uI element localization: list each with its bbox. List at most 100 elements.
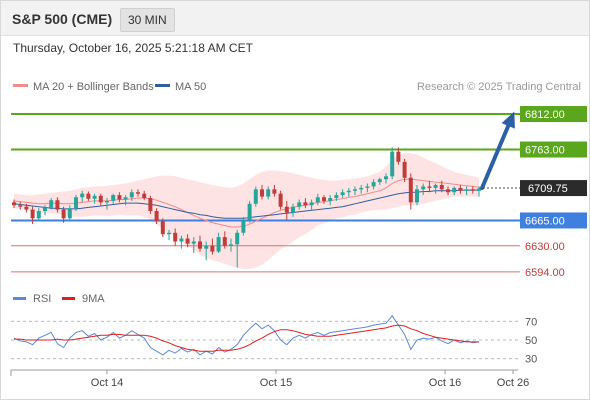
current-price-tag (520, 180, 587, 197)
candle-body (111, 195, 116, 201)
ma20-line (13, 178, 480, 228)
candle-body (328, 198, 333, 201)
level-label-6630.00: 6630.00 (525, 241, 565, 253)
candle-body (80, 193, 85, 198)
candle-body (278, 193, 283, 207)
candle-body (142, 193, 147, 199)
candle-body (210, 245, 215, 252)
candle-body (396, 151, 401, 162)
credit-label: Research © 2025 Trading Central (417, 81, 581, 93)
ma50-legend-swatch (155, 84, 170, 87)
candle-body (49, 200, 54, 208)
candle-body (222, 237, 227, 246)
candle-body (136, 192, 140, 194)
rsi-tick-30: 30 (525, 354, 537, 366)
candle-body (315, 197, 320, 203)
candle-body (427, 186, 432, 188)
candle-body (30, 209, 35, 219)
rsi-ma9-line (14, 324, 479, 352)
candle-body (260, 189, 264, 197)
candle-body (216, 237, 221, 252)
rsi-tick-70: 70 (525, 316, 537, 328)
candle-body (160, 221, 165, 235)
candle-body (123, 197, 128, 200)
candle-body (458, 187, 463, 191)
x-tick-label: Oct 15 (260, 377, 292, 389)
candle-body (433, 184, 438, 188)
bollinger-band (14, 153, 479, 269)
candle-body (446, 189, 450, 193)
target-arrow (480, 115, 514, 191)
rsi-legend-label: RSI (33, 293, 51, 305)
candle-body (24, 206, 29, 210)
candle-body (55, 200, 60, 210)
candle-body (36, 211, 41, 219)
candle-body (129, 192, 134, 198)
candle-body (105, 200, 109, 203)
header-bar: S&P 500 (CME) 30 MIN (1, 1, 589, 36)
candle-body (439, 184, 444, 190)
candle-body (179, 238, 184, 242)
candle-body (148, 198, 153, 212)
timestamp: Thursday, October 16, 2025 5:21:18 AM CE… (13, 41, 253, 55)
level-label-6665.00: 6665.00 (525, 215, 565, 227)
candle-body (284, 206, 289, 213)
candle-body (198, 241, 202, 249)
candle-body (477, 188, 481, 191)
rsi-tick-50: 50 (525, 335, 537, 347)
level-label-6763.00: 6763.00 (525, 145, 565, 157)
candle-body (384, 176, 388, 180)
candle-body (167, 232, 171, 235)
candle-body (291, 206, 295, 213)
candle-body (92, 195, 97, 199)
instrument-title: S&P 500 (CME) (12, 11, 113, 27)
ma20-legend-swatch (13, 84, 28, 87)
candle-body (191, 241, 196, 244)
candle-body (464, 189, 469, 191)
candle-body (452, 187, 457, 193)
candle-body (377, 179, 382, 183)
level-label-6812.00: 6812.00 (525, 109, 565, 121)
candle-body (185, 238, 190, 244)
level-label-6594.00: 6594.00 (525, 267, 565, 279)
candle-body (247, 203, 252, 220)
rsi-legend-swatch (13, 297, 26, 300)
candle-body (421, 186, 426, 190)
current-price-label: 6709.75 (528, 183, 568, 195)
candle-body (402, 161, 407, 178)
candle-body (408, 177, 413, 203)
candle-body (390, 151, 395, 177)
candle-body (173, 232, 178, 242)
level-tag-6812.00 (520, 106, 587, 123)
ma50-legend-label: MA 50 (175, 81, 206, 93)
candle-body (98, 195, 103, 203)
ma9-legend-swatch (62, 297, 75, 300)
candle-body (253, 189, 258, 204)
candle-body (346, 190, 351, 193)
candle-body (322, 197, 326, 201)
ma20-legend-label: MA 20 + Bollinger Bands (33, 81, 154, 93)
candle-body (353, 189, 357, 191)
candle-body (61, 209, 66, 219)
candle-body (86, 193, 91, 199)
candle-body (241, 219, 246, 233)
target-arrowhead (501, 111, 515, 129)
candle-body (266, 189, 271, 197)
candle-body (235, 232, 240, 245)
ma50-line (13, 189, 479, 219)
x-tick-label: Oct 16 (429, 377, 461, 389)
candle-body (154, 211, 159, 222)
candle-body (229, 244, 233, 246)
candle-body (415, 189, 419, 203)
candle-body (297, 202, 302, 207)
candle-body (117, 195, 122, 200)
x-tick-label: Oct 14 (91, 377, 123, 389)
candle-body (12, 202, 16, 206)
candle-body (303, 202, 308, 206)
candle-body (43, 207, 47, 212)
candle-body (365, 186, 370, 188)
candle-body (67, 208, 72, 219)
timeframe-button[interactable]: 30 MIN (120, 8, 175, 32)
candle-body (204, 245, 209, 249)
